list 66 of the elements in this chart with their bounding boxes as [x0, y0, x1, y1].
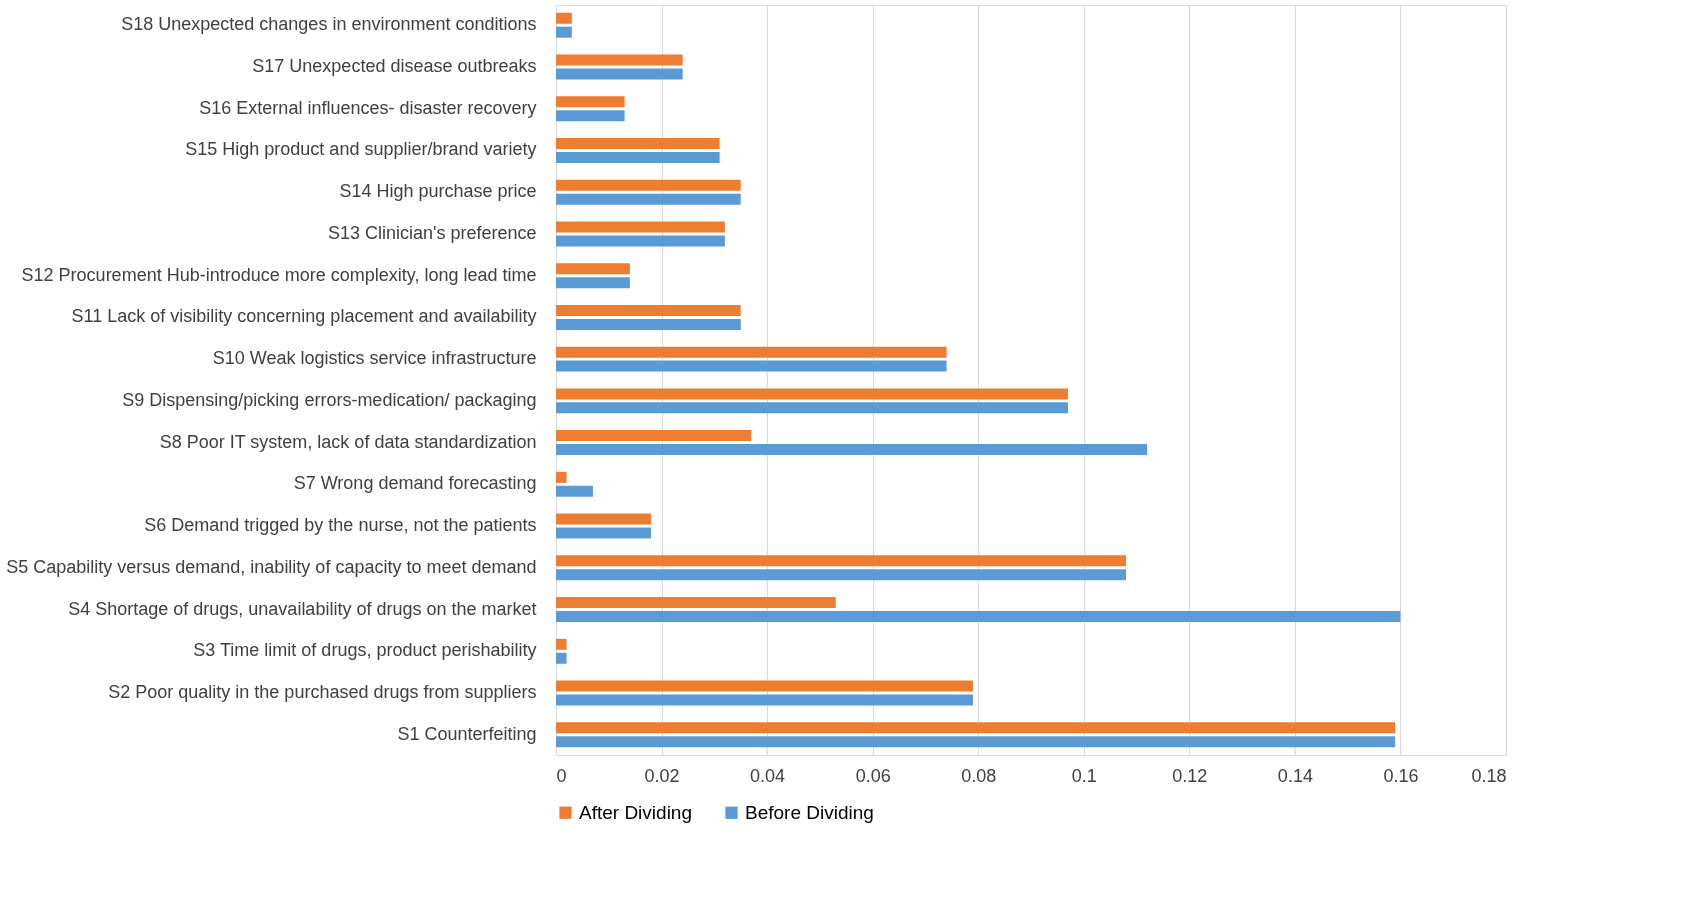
y-tick-label: S3 Time limit of drugs, product perishability [193, 640, 537, 661]
y-tick-label: S7 Wrong demand forecasting [293, 473, 537, 494]
y-tick-label: S12 Procurement Hub-introduce more complexity, long lead time [21, 264, 537, 285]
y-tick-label: S17 Unexpected disease outbreaks [252, 55, 537, 76]
bar [556, 388, 1068, 400]
bar [556, 569, 1126, 581]
y-tick-label: S5 Capability versus demand, inability of capacity to meet demand [6, 556, 537, 577]
x-tick-label: 0 [556, 765, 567, 786]
y-tick-label: S6 Demand trigged by the nurse, not the patients [144, 515, 537, 536]
x-tick-label: 0.02 [644, 765, 680, 786]
bar [556, 597, 836, 609]
y-tick-label: S11 Lack of visibility concerning placement and availability [71, 306, 537, 327]
x-tick-label: 0.1 [1071, 765, 1097, 786]
y-tick-label: S10 Weak logistics service infrastructure [212, 348, 537, 369]
y-tick-label: S1 Counterfeiting [397, 723, 537, 744]
bar [556, 304, 741, 316]
bar [556, 513, 651, 525]
x-tick-label: 0.04 [750, 765, 786, 786]
y-tick-label: S13 Clinician's preference [327, 222, 537, 243]
bar [556, 179, 741, 191]
bar [556, 555, 1126, 567]
y-tick-label: S9 Dispensing/picking errors-medication/ packaging [122, 389, 537, 410]
y-tick-label: S4 Shortage of drugs, unavailability of drugs on the market [68, 598, 537, 619]
x-tick-label: 0.18 [1471, 765, 1507, 786]
x-tick-label: 0.12 [1172, 765, 1208, 786]
bar [556, 611, 1401, 623]
bar [556, 694, 973, 706]
y-tick-label: S16 External influences- disaster recovery [199, 97, 537, 118]
bar [556, 346, 947, 358]
bar [556, 221, 725, 233]
bar [556, 263, 630, 275]
legend-label: Before Dividing [745, 801, 874, 823]
y-tick-label: S18 Unexpected changes in environment conditions [121, 14, 537, 35]
bar [556, 68, 683, 80]
bar [556, 277, 630, 289]
bar [556, 151, 720, 163]
bar [556, 652, 567, 664]
x-tick-label: 0.08 [961, 765, 997, 786]
x-tick-label: 0.16 [1383, 765, 1419, 786]
bar [556, 193, 741, 205]
bar [556, 722, 1396, 734]
bar [556, 736, 1396, 748]
y-tick-label: S14 High purchase price [339, 181, 537, 202]
legend-label: After Dividing [579, 801, 692, 823]
bar [556, 12, 572, 24]
bar [556, 471, 567, 483]
y-tick-label: S8 Poor IT system, lack of data standardization [159, 431, 537, 452]
bar [556, 110, 625, 122]
bar [556, 485, 593, 497]
bar [556, 26, 572, 38]
bar [556, 402, 1068, 414]
bar [556, 527, 651, 539]
bar [556, 680, 973, 692]
bar [556, 430, 752, 442]
bar [556, 137, 720, 149]
x-tick-label: 0.06 [855, 765, 891, 786]
bar [556, 54, 683, 66]
bar [556, 444, 1148, 456]
x-tick-label: 0.14 [1277, 765, 1313, 786]
bar [556, 318, 741, 330]
bar [556, 638, 567, 650]
bar [556, 96, 625, 108]
y-tick-label: S2 Poor quality in the purchased drugs from suppliers [108, 682, 537, 703]
bar [556, 235, 725, 247]
y-tick-label: S15 High product and supplier/brand variety [185, 139, 537, 160]
bar [556, 360, 947, 372]
